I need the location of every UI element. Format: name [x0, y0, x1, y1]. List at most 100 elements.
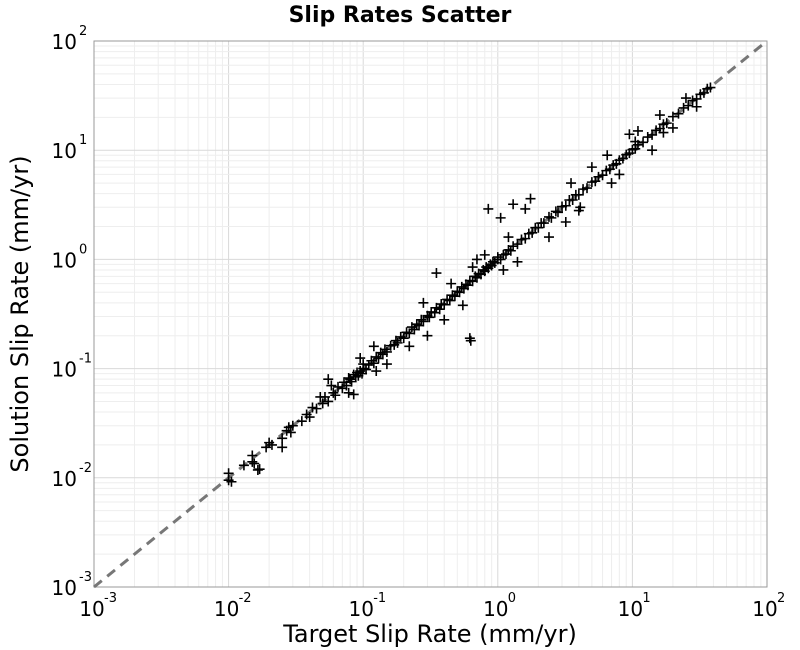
- data-point: [667, 111, 678, 122]
- data-point: [446, 278, 457, 289]
- data-point: [368, 358, 379, 369]
- data-point: [602, 150, 613, 161]
- data-point: [464, 333, 475, 344]
- data-point: [238, 460, 249, 471]
- data-point: [358, 359, 369, 370]
- data-point: [355, 353, 366, 364]
- x-tick-labels: 10 -3 10 -2 10 -1 10 0 10 1 10 2: [79, 591, 785, 621]
- data-point: [680, 93, 691, 104]
- data-point: [341, 380, 352, 391]
- x-tick-exponent: -3: [104, 591, 117, 606]
- data-point: [371, 351, 382, 362]
- data-point: [508, 199, 519, 210]
- data-point: [424, 312, 435, 323]
- x-tick-exponent: 0: [508, 591, 516, 606]
- y-tick-exponent: -3: [79, 570, 92, 585]
- data-point: [333, 381, 344, 392]
- data-point: [683, 100, 694, 111]
- data-point: [226, 476, 237, 487]
- data-point: [527, 227, 538, 238]
- data-point: [624, 129, 635, 140]
- data-point: [465, 335, 476, 346]
- data-point: [371, 366, 382, 377]
- data-point: [422, 330, 433, 341]
- data-point: [266, 439, 277, 450]
- data-point: [247, 450, 258, 461]
- grid: [93, 41, 767, 588]
- data-point: [552, 207, 563, 218]
- data-point: [560, 217, 571, 228]
- x-tick-label: 10: [79, 597, 104, 621]
- data-point: [573, 189, 584, 200]
- data-point: [614, 169, 625, 180]
- data-point: [418, 297, 429, 308]
- data-point: [381, 346, 392, 357]
- data-point: [330, 390, 341, 401]
- data-point: [277, 442, 288, 453]
- data-point: [508, 241, 519, 252]
- data-point: [495, 212, 506, 223]
- data-point: [323, 374, 334, 385]
- data-point: [483, 203, 494, 214]
- data-point: [505, 245, 516, 256]
- data-point: [249, 458, 260, 469]
- data-point: [343, 387, 354, 398]
- data-point: [418, 316, 429, 327]
- data-point: [661, 118, 672, 129]
- data-point: [525, 193, 536, 204]
- chart-title: Slip Rates Scatter: [289, 3, 512, 28]
- data-points: [223, 82, 716, 487]
- data-point: [326, 380, 337, 391]
- data-point: [567, 194, 578, 205]
- data-point: [582, 183, 593, 194]
- data-point: [287, 420, 298, 431]
- y-tick-label: 10: [52, 248, 77, 272]
- data-point: [606, 178, 617, 189]
- data-point: [431, 268, 442, 279]
- data-point: [457, 300, 468, 311]
- x-axis-label: Target Slip Rate (mm/yr): [282, 620, 577, 648]
- data-point: [381, 359, 392, 370]
- data-point: [467, 262, 478, 273]
- data-point: [392, 337, 403, 348]
- data-point: [642, 132, 653, 143]
- y-tick-label: 10: [52, 30, 77, 54]
- data-point: [560, 200, 571, 211]
- data-point: [503, 232, 514, 243]
- y-tick-label: 10: [52, 467, 77, 491]
- data-point: [444, 295, 455, 306]
- plot-frame: [93, 40, 768, 588]
- x-tick-label: 10: [618, 597, 643, 621]
- y-tick-exponent: 1: [79, 133, 87, 148]
- data-point: [667, 122, 678, 133]
- data-point: [368, 341, 379, 352]
- y-tick-label: 10: [52, 576, 77, 600]
- data-point: [398, 333, 409, 344]
- data-point: [546, 212, 557, 223]
- data-point: [632, 125, 643, 136]
- data-point: [543, 232, 554, 243]
- data-point: [586, 162, 597, 173]
- data-point: [223, 468, 234, 479]
- data-point: [520, 203, 531, 214]
- data-point: [439, 299, 450, 310]
- data-point: [538, 218, 549, 229]
- data-point: [647, 145, 658, 156]
- y-tick-label: 10: [52, 358, 77, 382]
- data-point: [348, 389, 359, 400]
- data-point: [416, 314, 427, 325]
- data-point: [434, 304, 445, 315]
- x-tick-exponent: 1: [642, 591, 650, 606]
- data-point: [630, 136, 641, 147]
- data-point: [487, 256, 498, 267]
- data-point: [550, 206, 561, 217]
- x-tick-label: 10: [752, 597, 777, 621]
- y-tick-exponent: 0: [79, 242, 87, 257]
- data-point: [411, 319, 422, 330]
- data-point: [678, 102, 689, 113]
- data-point: [323, 396, 334, 407]
- x-tick-exponent: 2: [777, 591, 785, 606]
- data-point: [277, 433, 288, 444]
